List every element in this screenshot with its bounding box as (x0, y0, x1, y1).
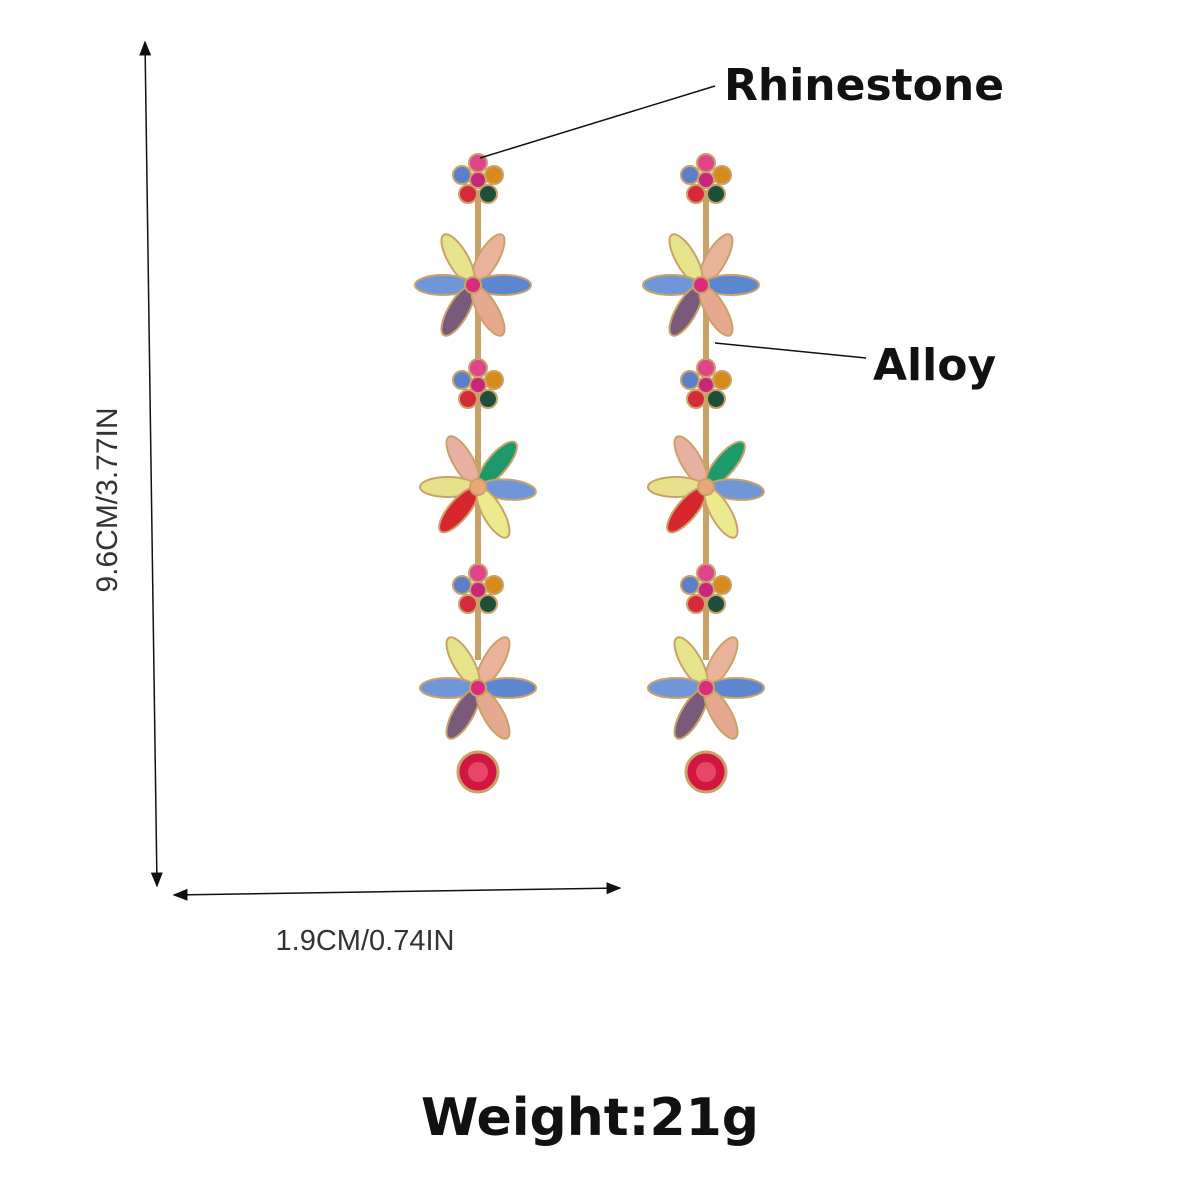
leader-line (479, 85, 716, 159)
earring-left (415, 154, 537, 792)
height-label: 9.6CM/3.77IN (91, 407, 124, 592)
leader-line (714, 342, 867, 359)
material-label: Alloy (873, 340, 996, 391)
weight-label: Weight:21g (421, 1088, 759, 1148)
width-label: 1.9CM/0.74IN (276, 925, 455, 957)
earring-right (643, 154, 765, 792)
material-label: Rhinestone (724, 60, 1004, 111)
height-arrow (139, 40, 163, 888)
width-arrow (172, 882, 622, 901)
